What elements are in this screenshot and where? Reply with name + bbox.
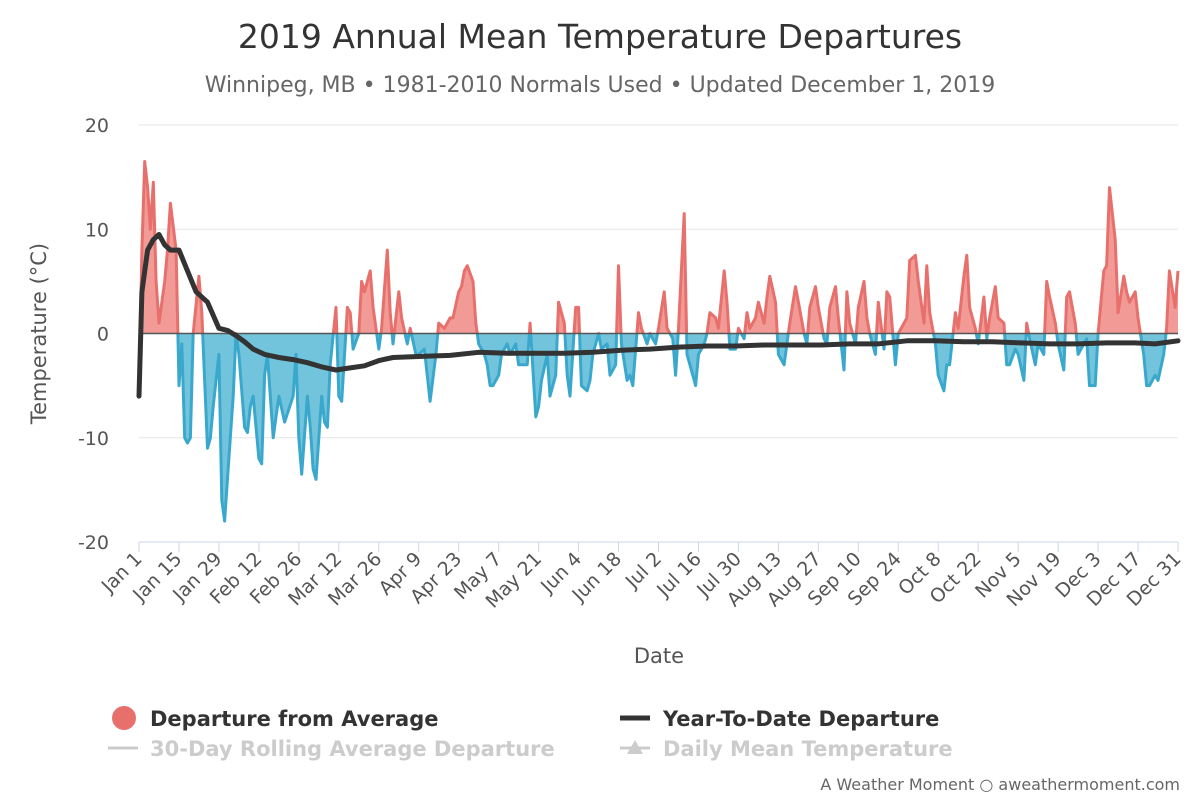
chart-title: 2019 Annual Mean Temperature Departures [238, 17, 962, 56]
legend-item-departure[interactable]: Departure from Average [112, 706, 438, 731]
legend-label-ytd: Year-To-Date Departure [662, 707, 939, 731]
legend-label-departure: Departure from Average [150, 707, 438, 731]
legend: Departure from Average Year-To-Date Depa… [108, 706, 953, 761]
y-tick-label: 20 [85, 115, 109, 137]
x-axis-title: Date [634, 644, 684, 668]
legend-label-daily-mean: Daily Mean Temperature [663, 737, 953, 761]
legend-item-daily-mean[interactable]: Daily Mean Temperature [620, 737, 953, 761]
above-average-line [138, 160, 1180, 334]
legend-label-rolling: 30-Day Rolling Average Departure [150, 737, 555, 761]
y-tick-label: 10 [85, 219, 109, 241]
triangle-marker-icon [627, 740, 643, 754]
chart-credits[interactable]: A Weather Moment ○ aweathermoment.com [820, 775, 1180, 794]
legend-marker-departure [112, 706, 136, 730]
legend-item-ytd[interactable]: Year-To-Date Departure [620, 707, 939, 731]
x-tick-label: Jul 16 [652, 548, 706, 602]
year-to-date-line [136, 232, 1181, 399]
y-tick-label: -20 [78, 532, 109, 554]
y-tick-label: 0 [97, 324, 109, 346]
chart-subtitle: Winnipeg, MB • 1981-2010 Normals Used • … [205, 73, 996, 98]
below-average-line [137, 333, 1168, 523]
y-axis-title: Temperature (°C) [27, 243, 51, 425]
legend-item-rolling[interactable]: 30-Day Rolling Average Departure [108, 737, 555, 761]
y-axis-ticks: 20 10 0 -10 -20 [78, 115, 109, 554]
departure-areas [137, 160, 1180, 523]
below-average-area [139, 333, 1178, 522]
y-tick-label: -10 [78, 428, 109, 450]
